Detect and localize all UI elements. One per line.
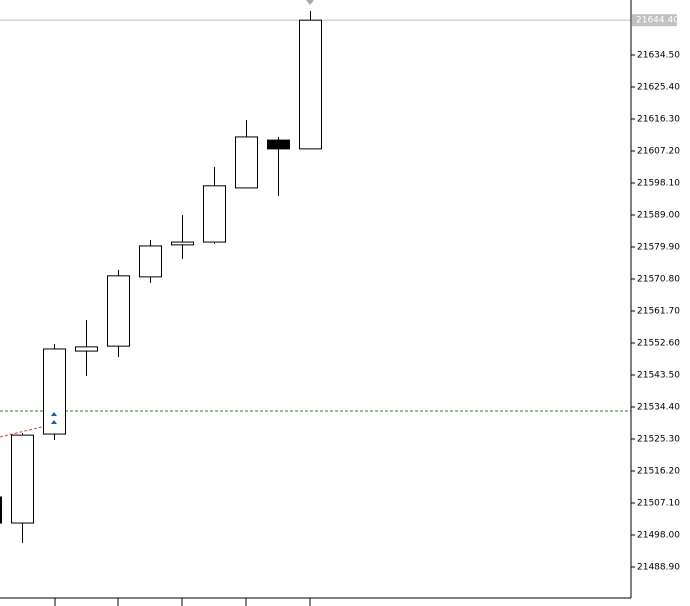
y-tick-label: 21561.70 xyxy=(637,306,680,316)
last-price-box xyxy=(632,14,677,27)
x-separators xyxy=(54,598,311,606)
candle-body xyxy=(171,241,194,246)
y-tick-label: 21634.50 xyxy=(637,50,680,60)
candle-body xyxy=(107,275,130,347)
candle-body xyxy=(11,434,34,524)
y-tick-label: 21607.20 xyxy=(637,146,680,156)
y-tick-label: 21598.10 xyxy=(637,178,680,188)
plot-area xyxy=(0,11,631,544)
y-tick-label: 21552.60 xyxy=(637,338,680,348)
y-tick-label: 21488.90 xyxy=(637,562,680,572)
y-tick-label: 21498.00 xyxy=(637,530,680,540)
y-tick-label: 21534.40 xyxy=(637,402,680,412)
y-tick-label: 21516.20 xyxy=(637,466,680,476)
candle-body xyxy=(267,139,290,150)
last-price-label: 21644.40 xyxy=(636,16,679,26)
candle-body xyxy=(75,346,98,352)
y-tick-label: 21507.10 xyxy=(637,498,680,508)
y-tick-label: 21589.00 xyxy=(637,210,680,220)
y-tick-label: 21570.80 xyxy=(637,274,680,284)
candle-body xyxy=(139,245,162,278)
y-tick-label: 21525.30 xyxy=(637,434,680,444)
candle-body xyxy=(235,136,258,189)
top-marker xyxy=(306,0,314,5)
candle-body xyxy=(43,348,66,435)
y-tick-label: 21579.90 xyxy=(637,242,680,252)
y-tick-label: 21616.30 xyxy=(637,114,680,124)
candle-body xyxy=(299,19,322,150)
candle-body xyxy=(0,496,2,524)
candle-body xyxy=(203,185,226,243)
y-tick-label: 21625.40 xyxy=(637,82,680,92)
trade-arrows xyxy=(51,412,57,424)
y-tick-label: 21543.50 xyxy=(637,370,680,380)
